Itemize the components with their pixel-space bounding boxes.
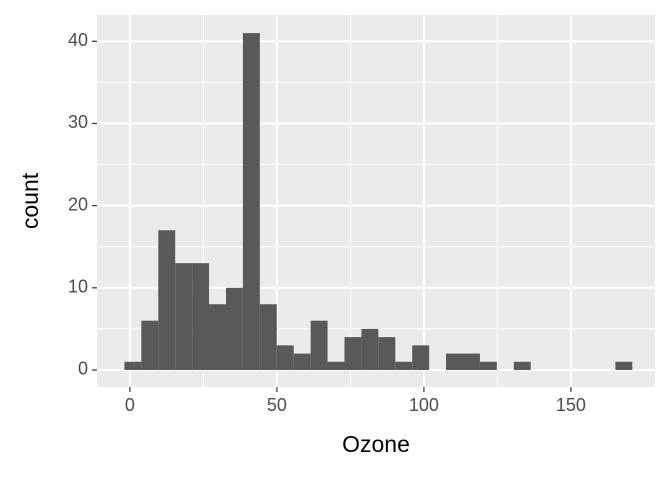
bar xyxy=(141,320,159,370)
bar xyxy=(259,304,277,370)
bar xyxy=(446,353,463,370)
y-tick-label: 30 xyxy=(68,112,88,132)
bar xyxy=(209,304,226,370)
bar xyxy=(615,361,633,370)
y-tick-label: 20 xyxy=(68,194,88,214)
x-axis-label: Ozone xyxy=(342,431,410,457)
y-axis-label: count xyxy=(17,172,43,229)
y-tick-label: 0 xyxy=(78,359,88,379)
bar xyxy=(395,361,413,370)
bar xyxy=(225,287,243,370)
x-tick-label: 150 xyxy=(556,395,586,415)
bar xyxy=(158,230,176,370)
x-tick-label: 50 xyxy=(267,395,287,415)
bar xyxy=(327,361,345,370)
x-tick-label: 0 xyxy=(125,395,135,415)
bar xyxy=(513,361,531,370)
bar xyxy=(293,353,311,370)
bar xyxy=(175,263,193,370)
x-tick-label: 100 xyxy=(409,395,439,415)
bar xyxy=(242,33,260,370)
bar xyxy=(276,345,294,370)
bar xyxy=(462,353,480,370)
bar xyxy=(479,361,497,370)
y-tick-label: 40 xyxy=(68,30,88,50)
bar xyxy=(344,337,362,370)
bar xyxy=(361,328,379,370)
bar xyxy=(310,320,328,370)
bar xyxy=(378,337,396,370)
bar xyxy=(412,345,430,370)
y-tick-label: 10 xyxy=(68,277,88,297)
bar xyxy=(124,361,142,370)
bar xyxy=(192,263,210,370)
